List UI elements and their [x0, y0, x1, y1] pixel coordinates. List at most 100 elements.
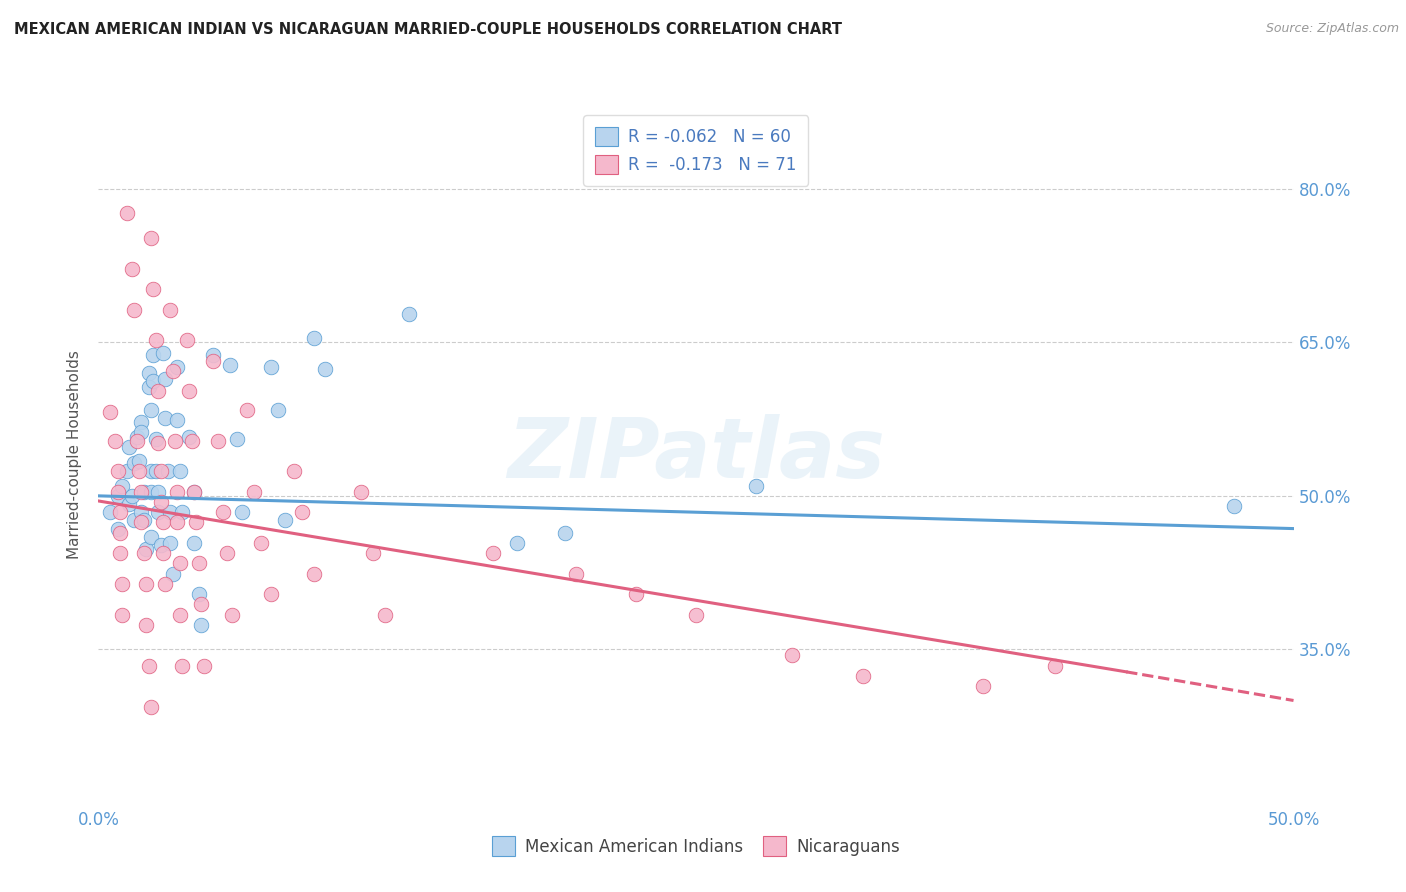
Point — [139, 231, 162, 245]
Point — [186, 516, 208, 530]
Point — [179, 429, 201, 443]
Point — [221, 607, 243, 622]
Point — [152, 546, 174, 560]
Point — [166, 516, 188, 530]
Point — [169, 464, 191, 478]
Point — [118, 440, 141, 454]
Point — [132, 546, 155, 560]
Point — [852, 669, 875, 683]
Point — [98, 405, 122, 419]
Point — [107, 484, 129, 499]
Point — [202, 353, 225, 368]
Point — [107, 464, 129, 478]
Point — [138, 658, 160, 673]
Point — [398, 307, 420, 321]
Point — [125, 429, 148, 443]
Point — [159, 505, 181, 519]
Point — [193, 658, 215, 673]
Point — [169, 557, 191, 571]
Point — [274, 513, 297, 527]
Point — [148, 384, 170, 399]
Point — [259, 359, 281, 374]
Point — [176, 334, 198, 348]
Point — [350, 484, 373, 499]
Point — [131, 415, 153, 429]
Point — [107, 489, 129, 503]
Point — [108, 525, 131, 540]
Text: MEXICAN AMERICAN INDIAN VS NICARAGUAN MARRIED-COUPLE HOUSEHOLDS CORRELATION CHAR: MEXICAN AMERICAN INDIAN VS NICARAGUAN MA… — [14, 22, 842, 37]
Point — [226, 432, 249, 446]
Point — [115, 206, 138, 220]
Point — [162, 364, 184, 378]
Text: Source: ZipAtlas.com: Source: ZipAtlas.com — [1265, 22, 1399, 36]
Point — [162, 566, 184, 581]
Point — [302, 331, 325, 345]
Point — [148, 505, 170, 519]
Point — [124, 513, 146, 527]
Y-axis label: Married-couple Households: Married-couple Households — [67, 351, 83, 559]
Point — [139, 484, 162, 499]
Point — [121, 489, 143, 503]
Point — [148, 484, 170, 499]
Point — [138, 380, 160, 394]
Point — [219, 358, 242, 372]
Point — [139, 464, 162, 478]
Point — [139, 699, 162, 714]
Point — [190, 597, 212, 611]
Point — [111, 478, 134, 492]
Point — [142, 374, 165, 388]
Point — [685, 607, 707, 622]
Point — [118, 497, 141, 511]
Point — [250, 536, 273, 550]
Point — [183, 484, 205, 499]
Point — [132, 484, 155, 499]
Point — [152, 345, 174, 359]
Point — [283, 464, 305, 478]
Point — [124, 302, 146, 317]
Point — [107, 522, 129, 536]
Point — [554, 525, 576, 540]
Point — [128, 454, 150, 468]
Point — [139, 530, 162, 544]
Point — [115, 464, 138, 478]
Point — [374, 607, 396, 622]
Point — [302, 566, 325, 581]
Point — [163, 434, 186, 448]
Point — [565, 566, 588, 581]
Point — [149, 495, 172, 509]
Point — [135, 617, 157, 632]
Point — [172, 658, 194, 673]
Point — [315, 362, 337, 376]
Point — [506, 536, 529, 550]
Point — [780, 648, 803, 663]
Point — [111, 577, 134, 591]
Point — [166, 413, 188, 427]
Point — [104, 434, 127, 448]
Point — [211, 505, 233, 519]
Point — [108, 546, 131, 560]
Point — [291, 505, 314, 519]
Point — [159, 536, 181, 550]
Point — [135, 577, 157, 591]
Point — [169, 607, 191, 622]
Point — [121, 261, 143, 276]
Point — [142, 282, 165, 296]
Point — [172, 505, 194, 519]
Point — [187, 557, 209, 571]
Point — [190, 617, 212, 632]
Point — [217, 546, 239, 560]
Point — [180, 434, 202, 448]
Point — [98, 505, 122, 519]
Legend: Mexican American Indians, Nicaraguans: Mexican American Indians, Nicaraguans — [484, 828, 908, 864]
Point — [183, 484, 205, 499]
Point — [166, 484, 188, 499]
Point — [179, 384, 201, 399]
Point — [235, 403, 257, 417]
Point — [155, 577, 177, 591]
Point — [166, 359, 188, 374]
Point — [142, 348, 165, 362]
Point — [243, 484, 266, 499]
Point — [152, 516, 174, 530]
Point — [267, 403, 290, 417]
Point — [131, 505, 153, 519]
